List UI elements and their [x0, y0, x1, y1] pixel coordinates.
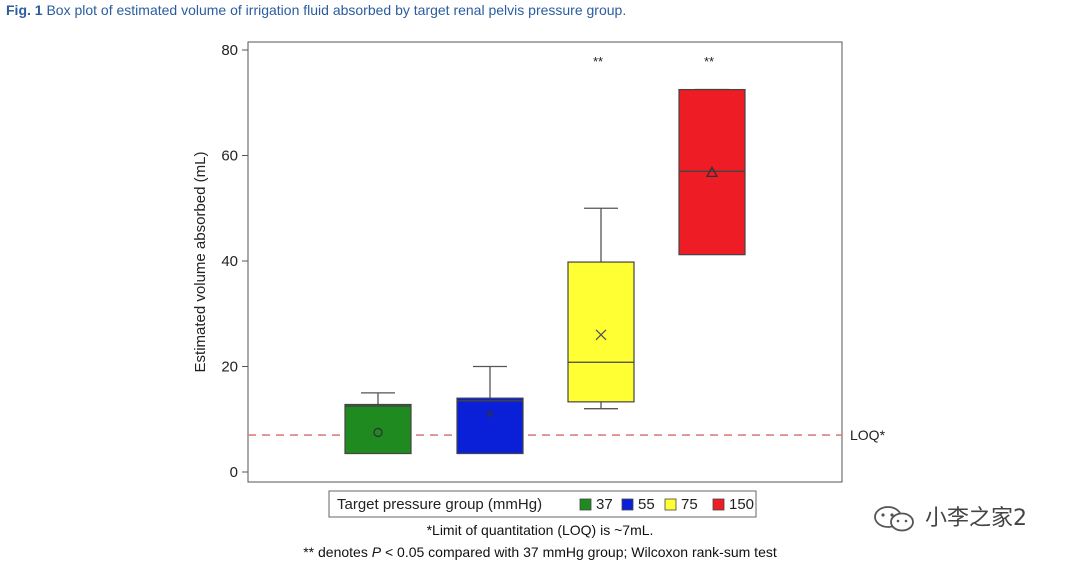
legend-swatch-55 — [621, 498, 634, 511]
significance-label-150: ** — [704, 54, 714, 69]
y-tick-label-60: 60 — [221, 148, 238, 165]
box-group-150: ** — [678, 54, 746, 256]
mean-marker-150 — [705, 166, 719, 178]
legend-box — [328, 490, 757, 518]
legend-swatch-150 — [712, 498, 725, 511]
legend-entry-37: 37 — [596, 496, 613, 513]
plot-frame — [247, 41, 843, 483]
legend-title: Target pressure group (mmHg) — [337, 496, 542, 513]
legend-swatch-75 — [664, 498, 677, 511]
caption-text: Box plot of estimated volume of irrigati… — [46, 2, 627, 18]
box-55 — [456, 397, 524, 455]
mean-marker-37 — [373, 427, 383, 438]
figure-label: Fig. 1 — [6, 2, 43, 18]
loq-label: LOQ* — [850, 427, 886, 443]
sig-suffix: < 0.05 compared with 37 mmHg group; Wilc… — [381, 544, 777, 560]
box-group-75: ** — [567, 54, 635, 410]
box-group-37 — [344, 392, 412, 455]
legend-entry-150: 150 — [729, 496, 754, 513]
sig-prefix: ** denotes — [303, 544, 372, 560]
y-tick-label-40: 40 — [221, 253, 238, 270]
sig-p: P — [371, 544, 382, 560]
significance-footnote: ** denotes P < 0.05 compared with 37 mmH… — [0, 544, 1080, 560]
y-axis-label: Estimated volume absorbed (mL) — [192, 152, 209, 373]
box-group-55 — [456, 365, 524, 455]
mean-marker-55 — [486, 409, 494, 418]
loq-footnote: *Limit of quantitation (LOQ) is ~7mL. — [426, 522, 654, 538]
wechat-icon — [874, 506, 914, 532]
y-tick-label-80: 80 — [221, 42, 238, 59]
y-tick-label-20: 20 — [221, 359, 238, 376]
legend-entry-75: 75 — [681, 496, 698, 513]
mean-marker-75 — [595, 329, 607, 341]
watermark-text: 小李之家2 — [925, 506, 1027, 531]
legend-swatch-37 — [579, 498, 592, 511]
watermark: 小李之家2 — [872, 500, 1027, 534]
figure-caption: Fig. 1 Box plot of estimated volume of i… — [6, 2, 626, 18]
y-tick-label-0: 0 — [230, 464, 238, 481]
box-150 — [678, 88, 746, 256]
box-75 — [567, 261, 635, 403]
significance-label-75: ** — [593, 54, 603, 69]
legend-entry-55: 55 — [638, 496, 655, 513]
